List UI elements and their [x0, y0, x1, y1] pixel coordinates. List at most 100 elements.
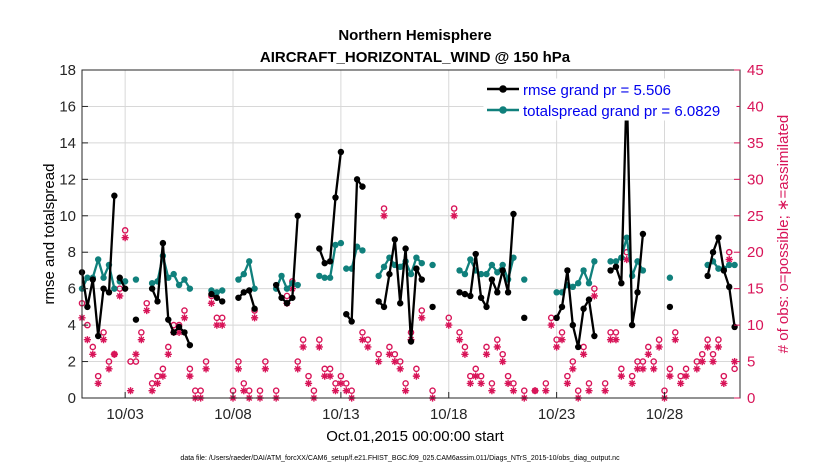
obs-assimilated-point [639, 365, 647, 373]
rmse-point [186, 341, 194, 349]
rmse-point [272, 281, 280, 289]
obs-possible-point [698, 350, 706, 358]
rmse-point [585, 296, 593, 303]
totalspread-point [337, 239, 345, 247]
chart-subtitle: AIRCRAFT_HORIZONTAL_WIND @ 150 hPa [260, 49, 571, 66]
totalspread-point [467, 256, 474, 263]
x-tick-label: 10/23 [538, 406, 576, 423]
rmse-point [618, 280, 625, 287]
obs-assimilated-point [180, 314, 189, 322]
obs-possible-point [240, 380, 248, 387]
obs-possible-point [386, 343, 393, 351]
obs-assimilated-point [186, 372, 194, 380]
y-axis-label: rmse and totalspread [41, 164, 58, 305]
y-tick-label: 18 [59, 62, 76, 79]
obs-assimilated-point [644, 350, 652, 358]
legend-spread-marker [499, 106, 507, 114]
obs-assimilated-point [294, 365, 302, 373]
obs-possible-point [418, 307, 426, 314]
obs-possible-point [100, 329, 107, 336]
rmse-point [477, 294, 485, 301]
obs-possible-point [321, 365, 329, 373]
totalspread-point [623, 234, 630, 241]
y-tick-label: 12 [59, 171, 76, 188]
rmse-line [345, 178, 364, 323]
rmse-point [461, 290, 469, 298]
obs-possible-point [299, 336, 307, 343]
y2-tick-label: 0 [747, 390, 755, 407]
rmse-point [591, 332, 598, 340]
obs-possible-point [294, 358, 302, 365]
obs-possible-point [715, 336, 722, 343]
obs-assimilated-point [709, 357, 717, 366]
rmse-point [316, 245, 323, 252]
obs-assimilated-point [250, 314, 259, 322]
rmse-point [391, 236, 399, 243]
obs-possible-point [359, 329, 366, 336]
totalspread-point [219, 287, 226, 294]
obs-assimilated-point [531, 387, 539, 395]
rmse-point [100, 285, 107, 292]
totalspread-point [84, 274, 91, 281]
rmse-point [375, 298, 382, 305]
rmse-point [628, 321, 636, 329]
rmse-point [607, 267, 614, 274]
obs-assimilated-point [714, 343, 723, 351]
obs-assimilated-point [704, 343, 712, 351]
obs-possible-point [618, 365, 625, 373]
totalspread-point [715, 265, 722, 272]
y2-tick-label: 25 [747, 208, 764, 225]
totalspread-point [612, 258, 620, 265]
y2-tick-label: 15 [747, 281, 764, 298]
obs-possible-point [645, 343, 652, 351]
legend: rmse grand pr = 5.506 totalspread grand … [483, 78, 737, 121]
rmse-point [283, 300, 291, 307]
obs-assimilated-point [450, 212, 458, 220]
rmse-point [294, 212, 301, 219]
obs-assimilated-point [482, 350, 491, 358]
obs-possible-point [375, 350, 382, 358]
legend-spread-label: totalspread grand pr = 6.0829 [523, 103, 720, 120]
y-tick-label: 8 [68, 244, 76, 261]
obs-assimilated-point [99, 336, 108, 344]
rmse-point [219, 298, 226, 305]
totalspread-point [170, 270, 177, 278]
obs-assimilated-point [412, 372, 420, 380]
obs-possible-point [326, 365, 334, 373]
obs-assimilated-point [617, 372, 625, 380]
rmse-point [159, 239, 167, 247]
y-axis-ticks: 0 2 4 6 8 10 12 14 16 18 [59, 62, 88, 407]
obs-possible-point [564, 372, 571, 380]
rmse-point [353, 176, 361, 183]
x-tick-label: 10/08 [214, 406, 252, 423]
totalspread-point [397, 263, 404, 270]
obs-possible-point [213, 314, 221, 322]
obs-assimilated-point [299, 343, 307, 351]
y2-tick-label: 45 [747, 62, 764, 79]
rmse-point [321, 259, 328, 267]
totalspread-point [585, 280, 593, 287]
rmse-point [407, 338, 415, 345]
rmse-point [574, 343, 582, 351]
obs-possible-point [143, 299, 151, 307]
totalspread-point [726, 261, 733, 269]
obs-possible-point [585, 380, 593, 387]
totalspread-point [326, 274, 334, 281]
obs-assimilated-point [418, 314, 426, 322]
obs-assimilated-point [623, 255, 631, 264]
obs-possible-point [218, 314, 226, 322]
legend-rmse-label: rmse grand pr = 5.506 [523, 82, 671, 99]
totalspread-point [499, 261, 506, 269]
obs-assimilated-point [612, 336, 620, 344]
rmse-point [494, 289, 501, 296]
obs-assimilated-point [385, 350, 394, 358]
obs-possible-point [380, 205, 388, 212]
obs-possible-point [569, 358, 577, 365]
totalspread-point [521, 276, 528, 283]
y2-tick-label: 40 [747, 98, 764, 115]
rmse-point [380, 303, 388, 311]
obs-possible-point [429, 387, 436, 395]
obs-possible-point [547, 314, 555, 322]
rmse-point [343, 310, 350, 318]
rmse-point [84, 303, 91, 311]
